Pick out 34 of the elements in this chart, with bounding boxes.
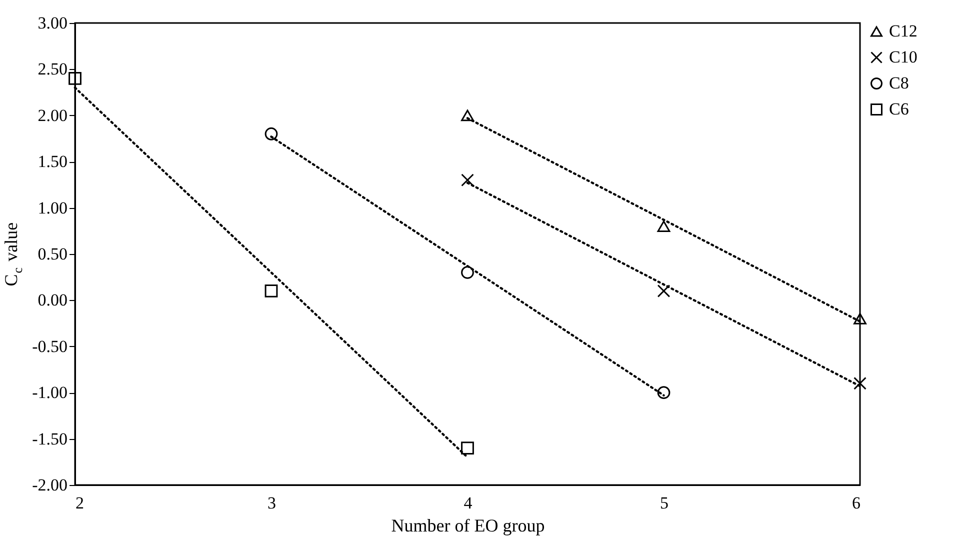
point — [657, 220, 670, 232]
point — [854, 376, 866, 390]
y-tick-label: 1.00 — [38, 198, 68, 218]
y-tick-label: 0.50 — [38, 244, 68, 264]
x-tick-label: 6 — [852, 494, 860, 512]
x-axis-title: Number of EO group — [391, 516, 545, 536]
point — [461, 174, 474, 187]
legend-label: C10 — [889, 48, 918, 66]
y-tick-label: -0.50 — [32, 336, 68, 356]
point — [264, 284, 278, 298]
y-tick-label: 1.50 — [38, 152, 68, 172]
point — [657, 386, 670, 400]
point — [461, 110, 474, 122]
legend-label: C6 — [889, 100, 909, 118]
y-tick-label: -2.00 — [32, 476, 68, 494]
y-tick-label: -1.50 — [32, 429, 68, 448]
point — [854, 312, 866, 324]
point — [657, 284, 670, 298]
legend-label: C12 — [889, 22, 918, 40]
point — [461, 266, 474, 279]
y-tick-label: 2.00 — [38, 106, 68, 125]
x-tick-label: 4 — [464, 494, 473, 512]
point — [68, 72, 82, 85]
point — [264, 127, 278, 140]
y-tick-label: 0.00 — [38, 290, 68, 310]
x-tick-label: 5 — [660, 494, 668, 512]
legend-label: C8 — [889, 74, 909, 92]
y-tick-label: 3.00 — [38, 14, 68, 32]
y-tick-label: -1.00 — [32, 383, 68, 402]
y-axis-title: Cc value — [1, 222, 25, 286]
x-tick-label: 2 — [76, 494, 84, 512]
x-tick-label: 3 — [268, 494, 276, 512]
y-tick-label: 2.50 — [38, 60, 68, 79]
point — [461, 442, 474, 454]
